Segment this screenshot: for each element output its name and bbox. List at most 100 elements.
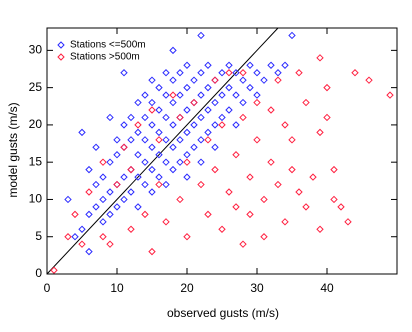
point [120, 121, 128, 129]
point [85, 247, 93, 256]
point [204, 128, 212, 137]
point [120, 195, 128, 204]
point [148, 121, 156, 129]
point [211, 98, 219, 107]
point [211, 76, 219, 84]
point [176, 136, 184, 144]
y-axis-label: model gusts (m/s) [6, 102, 20, 197]
point [302, 98, 310, 107]
point [113, 180, 121, 189]
point [274, 69, 282, 77]
point [232, 151, 240, 159]
point [260, 195, 268, 204]
point [316, 54, 324, 62]
point [50, 266, 58, 274]
point [183, 158, 191, 166]
point [155, 83, 163, 92]
point [120, 143, 128, 151]
point [267, 61, 275, 69]
point [141, 136, 149, 144]
point [218, 113, 226, 122]
point [281, 218, 289, 226]
point [113, 203, 121, 211]
point [78, 240, 86, 248]
point [113, 180, 121, 189]
point [267, 158, 275, 166]
point [190, 98, 198, 107]
point [239, 240, 247, 248]
point [106, 113, 114, 122]
point [162, 113, 170, 122]
point [141, 158, 149, 166]
point [197, 113, 205, 122]
point [239, 69, 247, 77]
point [232, 121, 240, 129]
point [190, 98, 198, 107]
point [260, 76, 268, 84]
x-tick-label: 10 [110, 281, 124, 295]
point [253, 136, 261, 144]
point [148, 106, 156, 114]
point [127, 165, 135, 174]
point [204, 210, 212, 219]
point [232, 91, 240, 99]
series [50, 54, 394, 274]
legend-label: Stations <=500m [70, 40, 146, 51]
point [239, 113, 247, 122]
point [134, 121, 142, 129]
point [176, 195, 184, 204]
point [183, 151, 191, 159]
point [330, 195, 338, 204]
point [218, 69, 226, 77]
point [169, 143, 177, 151]
point [204, 61, 212, 69]
point [365, 76, 373, 84]
point [162, 69, 170, 77]
point [127, 165, 135, 174]
x-tick-label: 20 [180, 281, 194, 295]
point [162, 136, 170, 144]
point [197, 69, 205, 77]
point [190, 121, 198, 129]
point [197, 158, 205, 166]
point [253, 98, 261, 107]
point [197, 136, 205, 144]
point [169, 76, 177, 84]
point [169, 46, 177, 55]
point [162, 91, 170, 99]
point [295, 188, 303, 196]
point [134, 151, 142, 159]
point [204, 106, 212, 114]
point [176, 69, 184, 77]
point [211, 121, 219, 129]
point [190, 76, 198, 84]
point [183, 83, 191, 92]
point [316, 225, 324, 233]
point [225, 83, 233, 92]
legend-marker [57, 41, 65, 49]
point [155, 128, 163, 137]
point [141, 210, 149, 219]
point [281, 61, 289, 69]
point [92, 203, 100, 211]
point [106, 240, 114, 248]
point [64, 233, 72, 241]
point [190, 143, 198, 151]
x-tick-label: 30 [250, 281, 264, 295]
point [134, 128, 142, 137]
point [337, 203, 345, 211]
legend-marker [57, 53, 65, 61]
point [225, 188, 233, 196]
point [218, 91, 226, 99]
point [197, 31, 205, 40]
point [85, 188, 93, 196]
y-tick-label: 0 [35, 266, 42, 280]
point [225, 106, 233, 114]
point [211, 143, 219, 151]
point [134, 203, 142, 211]
point [274, 76, 282, 84]
point [169, 98, 177, 107]
point [176, 91, 184, 99]
point [246, 83, 254, 92]
